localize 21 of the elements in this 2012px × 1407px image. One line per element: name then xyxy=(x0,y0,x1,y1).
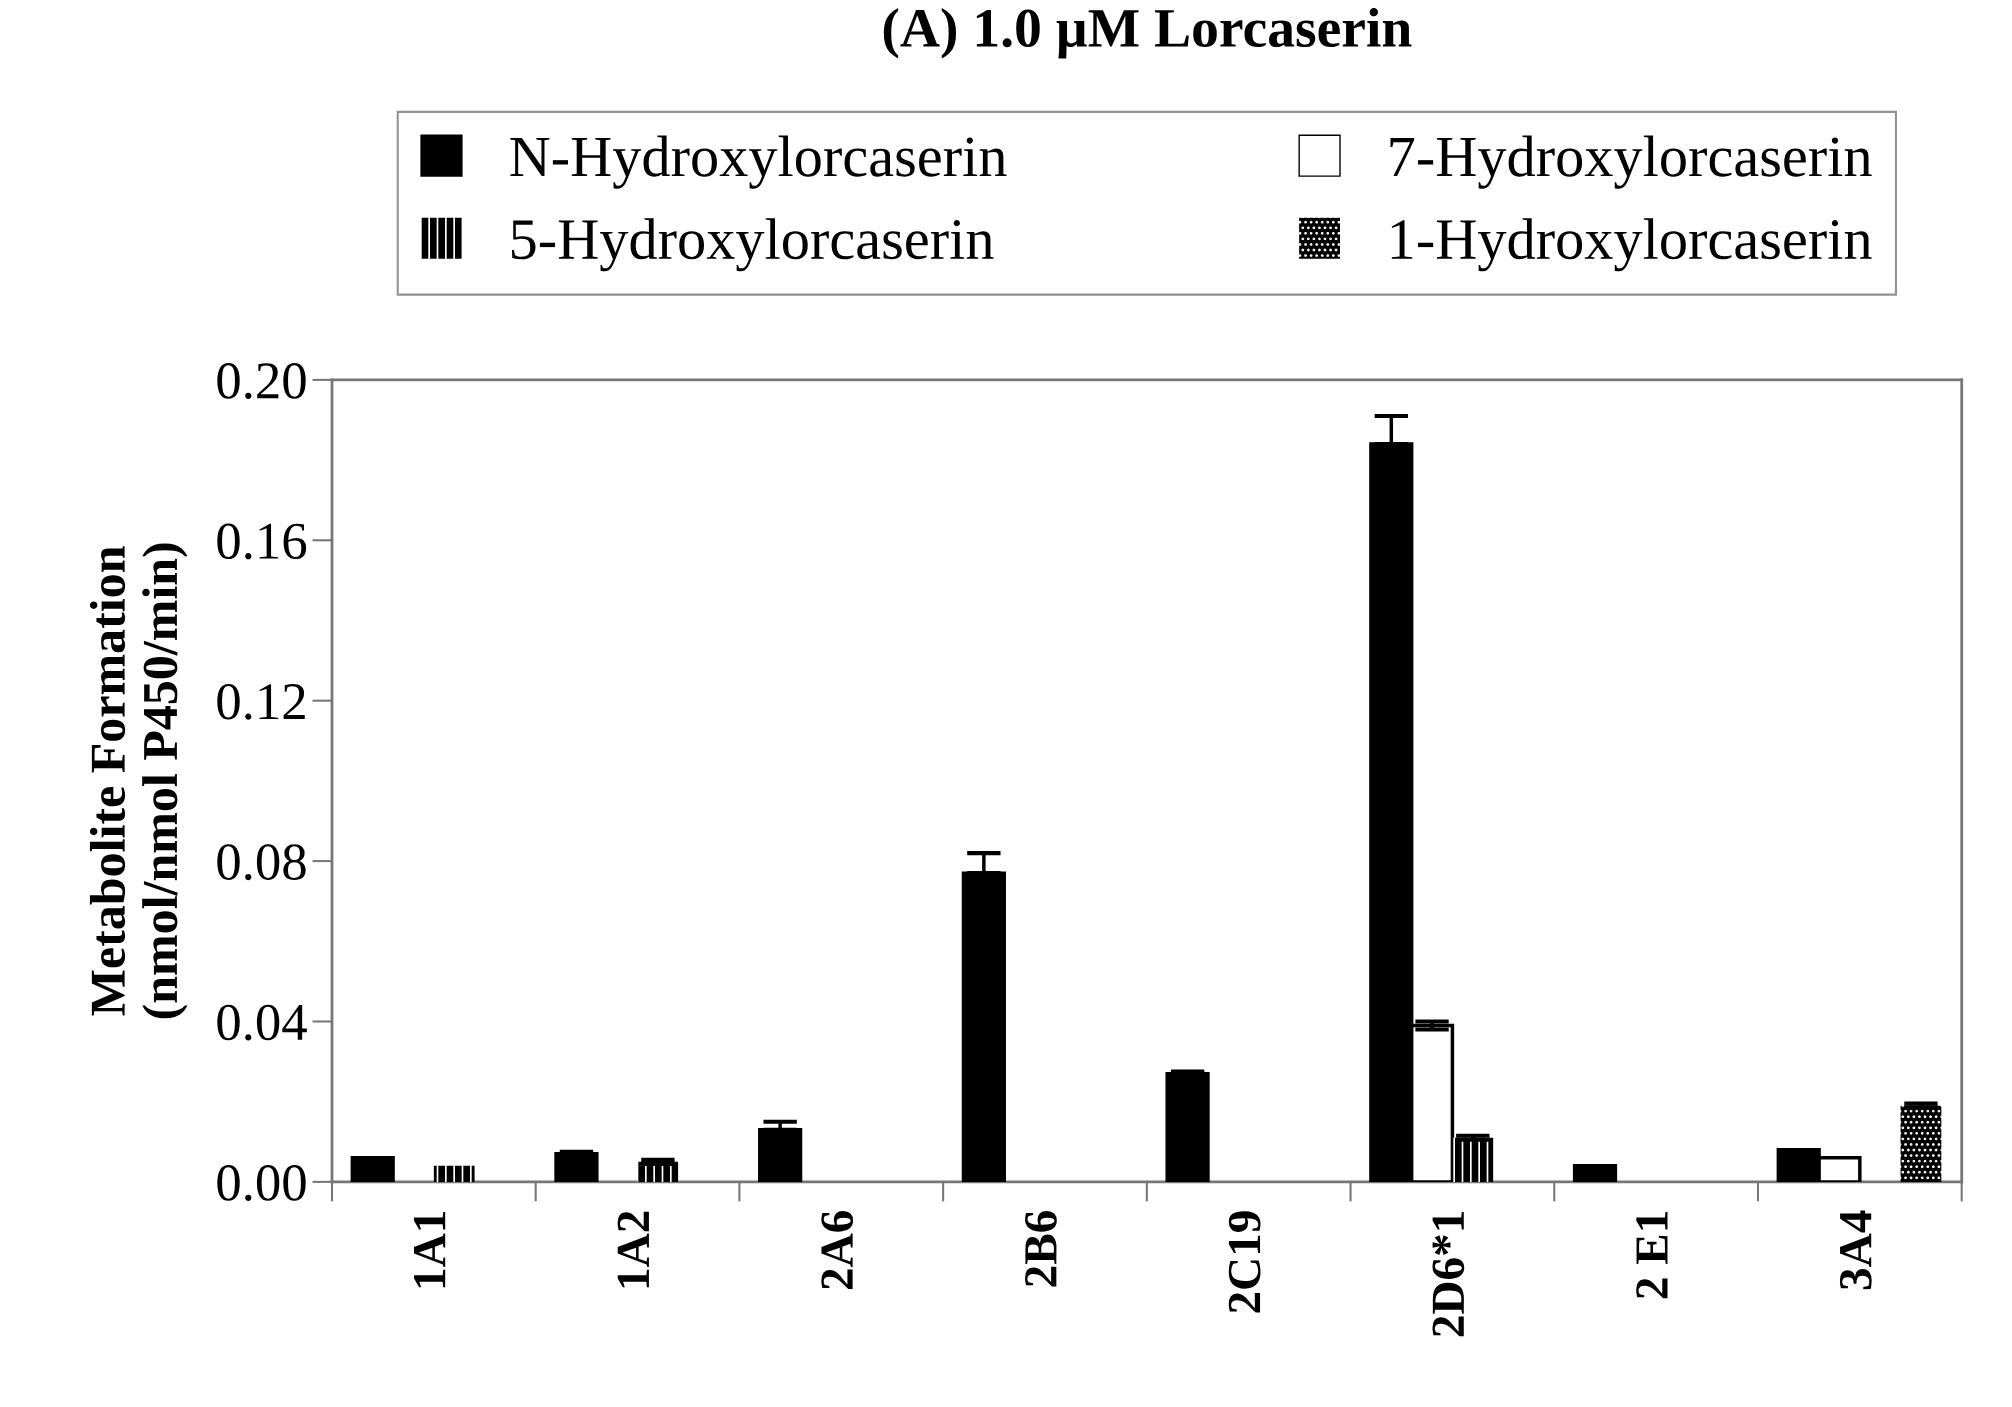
y-tick-label: 0.00 xyxy=(217,1165,306,1201)
y-tick-label: 0.08 xyxy=(217,844,306,881)
x-tick-label: 1A1 xyxy=(414,1212,446,1288)
y-tick-label: 0.20 xyxy=(217,363,306,399)
legend-label: 1-Hydroxylorcaserin xyxy=(1391,218,1872,272)
legend-label: 7-Hydroxylorcaserin xyxy=(1390,135,1872,189)
x-tick-label: 1A2 xyxy=(617,1211,649,1288)
y-tick-label: 0.16 xyxy=(217,523,307,560)
x-tick-label: 2D6*1 xyxy=(1432,1212,1465,1337)
x-tick-label: 2C19 xyxy=(1228,1211,1261,1313)
bar xyxy=(433,1165,475,1182)
x-tick-label: 2B6 xyxy=(1025,1211,1057,1287)
legend-label: 5-Hydroxylorcaserin xyxy=(511,218,994,272)
legend-label: N-Hydroxylorcaserin xyxy=(510,135,1007,189)
y-tick-label: 0.04 xyxy=(217,1004,307,1041)
chart-title: (A) 1.0 µM Lorcaserin xyxy=(883,8,1412,59)
y-tick-label: 0.12 xyxy=(217,683,305,720)
x-tick-label: 2A6 xyxy=(821,1211,854,1289)
x-tick-label: 2 E1 xyxy=(1636,1212,1668,1299)
x-tick-label: 3A4 xyxy=(1839,1210,1872,1290)
y-axis-title: Metabolite Formation (nmol/nmol P450/min) xyxy=(89,543,188,1019)
